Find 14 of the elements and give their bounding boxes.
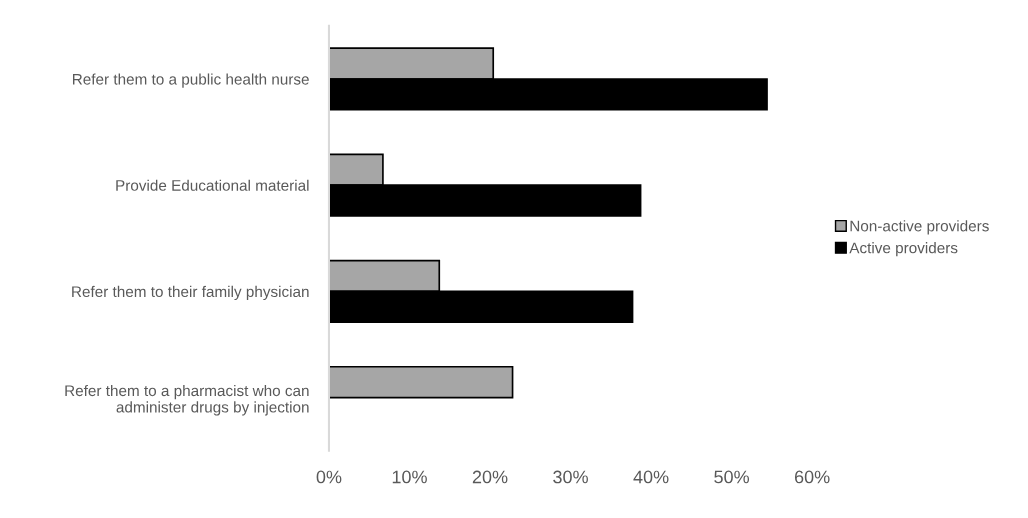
y-tick-label: Provide Educational material xyxy=(116,179,309,191)
x-tick-label: 60% xyxy=(794,470,830,484)
x-tick-label: 0% xyxy=(316,470,342,484)
legend-label: Non-active providers xyxy=(850,220,989,235)
x-tick-label: 30% xyxy=(553,470,588,484)
y-tick-label: Refer them to their family physician xyxy=(72,285,309,301)
bar xyxy=(328,365,514,399)
x-tick-label: 40% xyxy=(633,470,669,484)
x-tick-label: 20% xyxy=(472,470,508,484)
y-tick-label: Refer them to a pharmacist who can administer drugs by injection xyxy=(65,384,309,416)
y-tick-label: Refer them to a public health nurse xyxy=(73,73,309,88)
x-tick-label: 10% xyxy=(392,470,427,484)
legend-label: Active providers xyxy=(849,242,958,257)
x-tick-label: 50% xyxy=(714,470,750,484)
